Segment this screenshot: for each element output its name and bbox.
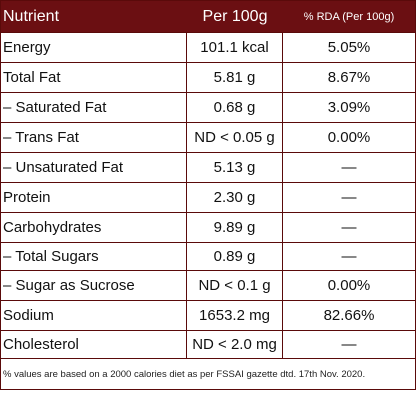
nutrient-rda: 82.66% xyxy=(323,307,375,324)
table-row: Cholesterol ND < 2.0 mg — xyxy=(1,331,415,359)
rda-footnote: % values are based on a 2000 calories di… xyxy=(3,368,366,380)
nutrient-value: 5.13 g xyxy=(187,153,283,182)
nutrient-rda: — xyxy=(341,189,357,206)
nutrient-value: ND < 2.0 mg xyxy=(187,331,283,358)
nutrient-value: 1653.2 mg xyxy=(187,301,283,330)
nutrient-rda: 3.09% xyxy=(327,99,371,116)
nutrient-rda: — xyxy=(341,336,357,353)
nutrient-name: – Trans Fat xyxy=(1,123,187,152)
nutrient-name: Protein xyxy=(1,183,187,212)
nutrient-value: 101.1 kcal xyxy=(187,33,283,62)
table-row: Energy 101.1 kcal 5.05% xyxy=(1,33,415,63)
nutrient-rda: 5.05% xyxy=(327,39,371,56)
table-header: Nutrient Per 100g % RDA (Per 100g) xyxy=(1,1,415,33)
nutrient-value: 5.81 g xyxy=(187,63,283,92)
table-row: Sodium 1653.2 mg 82.66% xyxy=(1,301,415,331)
nutrient-name: Total Fat xyxy=(1,63,187,92)
table-row: – Unsaturated Fat 5.13 g — xyxy=(1,153,415,183)
nutrient-name: Energy xyxy=(1,33,187,62)
nutrient-name: Sodium xyxy=(1,301,187,330)
table-row: – Total Sugars 0.89 g — xyxy=(1,243,415,271)
nutrient-name: Carbohydrates xyxy=(1,213,187,242)
nutrient-name: – Unsaturated Fat xyxy=(1,153,187,182)
nutrition-table: Nutrient Per 100g % RDA (Per 100g) Energ… xyxy=(0,0,416,390)
nutrient-rda: — xyxy=(341,248,357,265)
nutrient-rda: — xyxy=(341,159,357,176)
nutrient-rda: 0.00% xyxy=(327,129,371,146)
nutrient-value: ND < 0.05 g xyxy=(187,123,283,152)
table-row: – Trans Fat ND < 0.05 g 0.00% xyxy=(1,123,415,153)
table-row: Carbohydrates 9.89 g — xyxy=(1,213,415,243)
table-row: – Sugar as Sucrose ND < 0.1 g 0.00% xyxy=(1,271,415,301)
nutrient-rda: — xyxy=(341,219,357,236)
nutrient-value: ND < 0.1 g xyxy=(187,271,283,300)
table-row: – Saturated Fat 0.68 g 3.09% xyxy=(1,93,415,123)
nutrient-value: 0.89 g xyxy=(187,243,283,270)
table-row: Total Fat 5.81 g 8.67% xyxy=(1,63,415,93)
nutrient-name: Cholesterol xyxy=(1,331,187,358)
header-per-100g: Per 100g xyxy=(202,7,268,25)
nutrient-value: 0.68 g xyxy=(187,93,283,122)
header-nutrient: Nutrient xyxy=(3,7,60,25)
table-row: Protein 2.30 g — xyxy=(1,183,415,213)
nutrient-rda: 8.67% xyxy=(327,69,371,86)
header-rda: % RDA (Per 100g) xyxy=(303,10,395,23)
nutrient-name: – Total Sugars xyxy=(1,243,187,270)
nutrient-value: 9.89 g xyxy=(187,213,283,242)
nutrient-rda: 0.00% xyxy=(327,277,371,294)
nutrient-name: – Sugar as Sucrose xyxy=(1,271,187,300)
nutrient-value: 2.30 g xyxy=(187,183,283,212)
nutrient-name: – Saturated Fat xyxy=(1,93,187,122)
